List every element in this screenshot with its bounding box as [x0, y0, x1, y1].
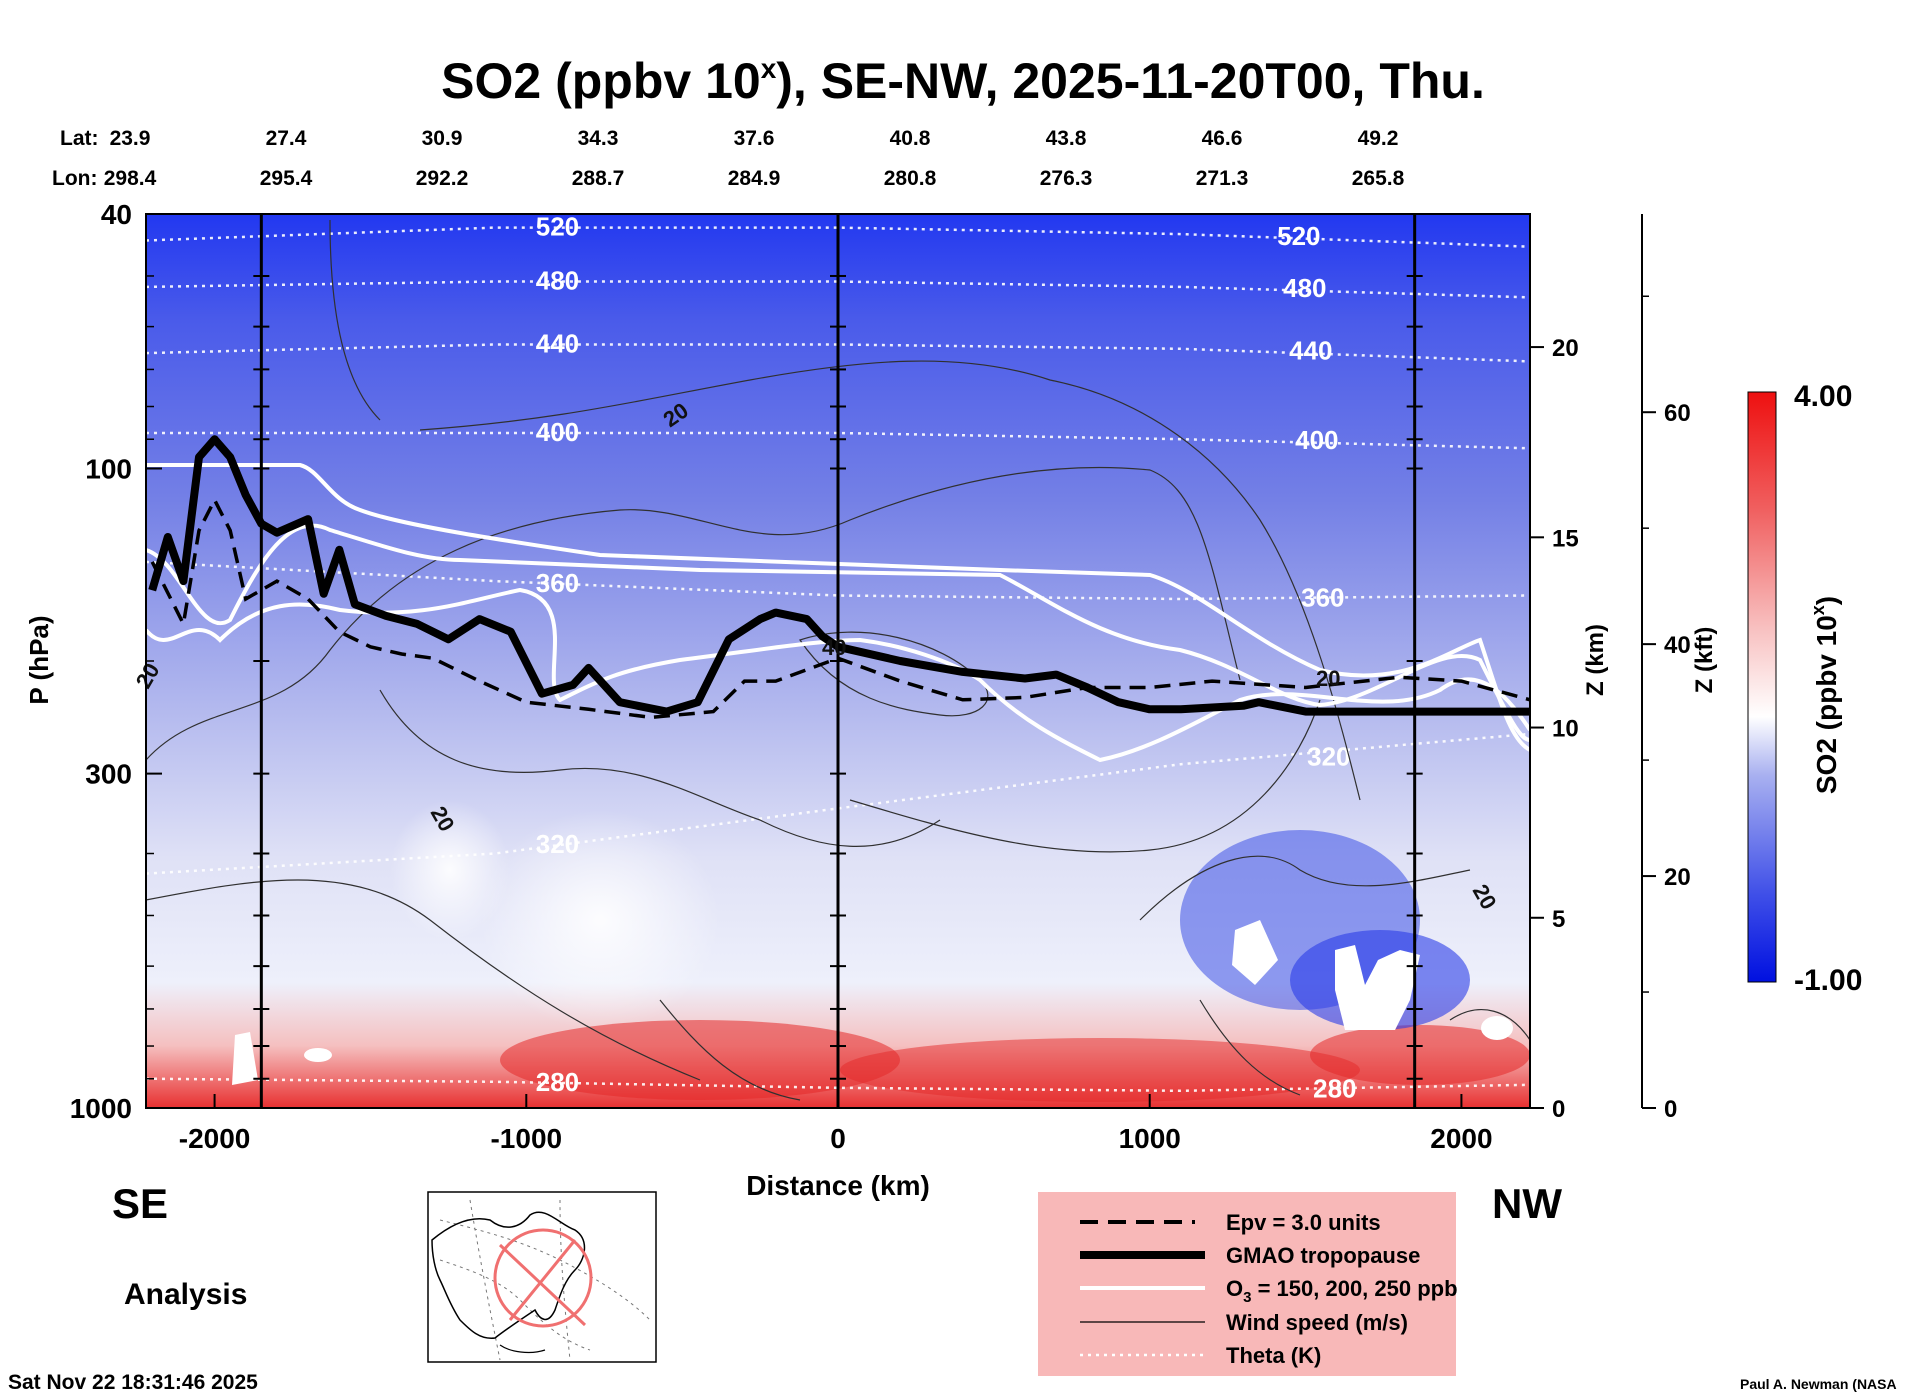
- x-tick-label: 1000: [1119, 1123, 1181, 1154]
- colorbar-max-label: 4.00: [1794, 380, 1852, 413]
- colorbar: [1747, 391, 1777, 983]
- legend-label-theta: Theta (K): [1226, 1343, 1321, 1368]
- z-km-axis: 0 5 10 15 20: [1530, 335, 1579, 1123]
- x-axis: -2000 -1000 0 1000 2000: [179, 1094, 1493, 1154]
- lon-value: 288.7: [572, 167, 625, 190]
- analysis-label: Analysis: [124, 1278, 247, 1311]
- wind-label-4: 20: [1316, 666, 1340, 691]
- colorbar-label: SO2 (ppbv 10x): [1808, 596, 1842, 794]
- lon-value: 284.9: [728, 167, 781, 190]
- theta-label: 280: [1313, 1074, 1356, 1104]
- lon-value: 276.3: [1040, 167, 1093, 190]
- theta-contour: [146, 560, 1530, 601]
- legend-label-wind: Wind speed (m/s): [1226, 1310, 1408, 1335]
- y-tick-label: 40: [101, 199, 132, 230]
- theta-contour: [146, 343, 1530, 363]
- chart-title: SO2 (ppbv 10x), SE-NW, 2025-11-20T00, Th…: [441, 53, 1485, 109]
- lon-value: 271.3: [1196, 167, 1249, 190]
- theta-label: 520: [536, 212, 579, 242]
- theta-label: 280: [536, 1067, 579, 1097]
- theta-label: 360: [1301, 582, 1344, 612]
- z-kft-tick-label: 20: [1664, 864, 1691, 891]
- locator-map: [427, 1191, 657, 1363]
- theta-contour: [146, 226, 1530, 248]
- legend-label-tropopause: GMAO tropopause: [1226, 1243, 1420, 1268]
- theta-label: 440: [536, 329, 579, 359]
- lat-value: 27.4: [266, 127, 307, 150]
- theta-label: 440: [1289, 336, 1332, 366]
- z-km-tick-label: 0: [1552, 1096, 1565, 1123]
- z-km-label: Z (km): [1582, 624, 1609, 696]
- theta-contours: 520 520 480 480 440 440 400 400 360 360 320 320 280 2…: [146, 212, 1530, 1104]
- lat-label: Lat:: [60, 127, 99, 150]
- theta-label: 320: [536, 829, 579, 859]
- z-kft-tick-label: 0: [1664, 1096, 1677, 1123]
- x-axis-label: Distance (km): [746, 1170, 930, 1201]
- epv-3pvu-line: [150, 496, 1530, 720]
- lon-label: Lon:: [52, 167, 97, 190]
- lon-value: 295.4: [260, 167, 313, 190]
- x-tick-label: -1000: [490, 1123, 562, 1154]
- nw-direction-label: NW: [1492, 1180, 1562, 1227]
- lon-value: 298.4: [104, 167, 157, 190]
- theta-label: 520: [1277, 221, 1320, 251]
- lat-value: 34.3: [578, 127, 619, 150]
- y-tick-label: 300: [85, 759, 132, 790]
- lat-value: 40.8: [890, 127, 931, 150]
- se-direction-label: SE: [112, 1180, 168, 1227]
- z-kft-tick-label: 40: [1664, 632, 1691, 659]
- theta-label: 360: [536, 568, 579, 598]
- wind-label-3: 40: [822, 635, 846, 660]
- lat-value: 49.2: [1358, 127, 1399, 150]
- z-km-tick-label: 10: [1552, 716, 1579, 743]
- theta-label: 320: [1307, 742, 1350, 772]
- theta-label: 400: [536, 417, 579, 447]
- legend: Epv = 3.0 units GMAO tropopause O3 = 150…: [1038, 1192, 1458, 1376]
- z-km-tick-label: 5: [1552, 906, 1565, 933]
- lon-value: 280.8: [884, 167, 937, 190]
- timestamp: Sat Nov 22 18:31:46 2025: [8, 1371, 258, 1394]
- lat-value: 30.9: [422, 127, 463, 150]
- wind-speed-contours: [146, 219, 1530, 1101]
- colorbar-min-label: -1.00: [1794, 964, 1862, 997]
- lat-lon-row: 23.9 298.4 27.4 295.4 30.9 292.2 34.3 288.7 37.6…: [104, 127, 1405, 190]
- z-kft-label: Z (kft): [1691, 627, 1718, 694]
- x-tick-label: 2000: [1430, 1123, 1492, 1154]
- lat-value: 43.8: [1046, 127, 1087, 150]
- x-tick-label: 0: [830, 1123, 846, 1154]
- z-km-tick-label: 15: [1552, 525, 1579, 552]
- lon-value: 292.2: [416, 167, 469, 190]
- z-km-tick-label: 20: [1552, 335, 1579, 362]
- credit: Paul A. Newman (NASA: [1740, 1376, 1897, 1392]
- x-tick-label: -2000: [179, 1123, 251, 1154]
- y-axis: 40 100 300 1000: [70, 199, 162, 1124]
- lat-value: 37.6: [734, 127, 775, 150]
- lon-value: 265.8: [1352, 167, 1405, 190]
- lat-value: 23.9: [110, 127, 151, 150]
- theta-contour: [146, 1077, 1530, 1093]
- theta-contour: [146, 280, 1530, 299]
- z-kft-axis: 0 20 40 60: [1641, 214, 1691, 1123]
- z-kft-tick-label: 60: [1664, 400, 1691, 427]
- theta-label: 480: [1283, 273, 1326, 303]
- lat-value: 46.6: [1202, 127, 1243, 150]
- legend-label-epv: Epv = 3.0 units: [1226, 1210, 1381, 1235]
- theta-label: 480: [536, 265, 579, 295]
- legend-box: [1038, 1192, 1456, 1376]
- y-axis-label: P (hPa): [24, 615, 54, 704]
- theta-contour: [146, 732, 1530, 875]
- y-tick-label: 100: [85, 453, 132, 484]
- theta-contour: [146, 431, 1530, 450]
- theta-label: 400: [1295, 425, 1338, 455]
- y-tick-label: 1000: [70, 1093, 132, 1124]
- epv-path: [150, 496, 1530, 720]
- ozone-contours: [146, 463, 1530, 763]
- legend-label-ozone: O3 = 150, 200, 250 ppb: [1226, 1276, 1458, 1306]
